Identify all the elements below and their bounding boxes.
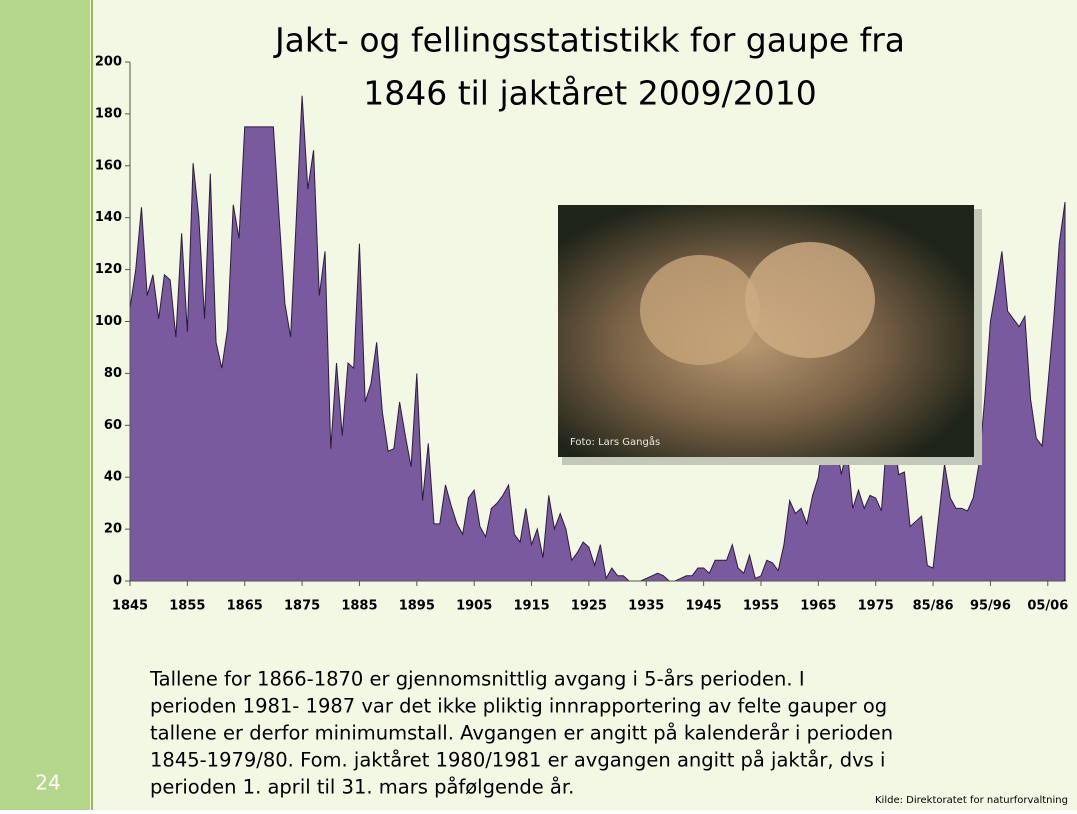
- x-tick-label: 1965: [800, 599, 836, 614]
- y-tick-label: 160: [95, 158, 122, 173]
- note-line: tallene er derfor minimumstall. Avgangen…: [150, 722, 893, 745]
- y-tick-label: 0: [113, 574, 122, 589]
- note-line: perioden 1981- 1987 var det ikke pliktig…: [150, 695, 887, 718]
- photo: Foto: Lars Gangås: [558, 205, 982, 465]
- chart-title: Jakt- og fellingsstatistikk for gaupe fr…: [273, 21, 905, 60]
- y-tick-label: 100: [95, 314, 122, 329]
- x-tick-label: 1925: [571, 599, 607, 614]
- y-tick-label: 60: [104, 418, 122, 433]
- x-tick-label: 1885: [341, 599, 377, 614]
- y-tick-label: 200: [95, 55, 122, 70]
- slide-number: 24: [35, 771, 60, 795]
- x-tick-label: 95/96: [970, 599, 1011, 614]
- y-tick-label: 40: [104, 470, 122, 485]
- photo-credit: Foto: Lars Gangås: [570, 435, 660, 448]
- x-tick-label: 1935: [628, 599, 664, 614]
- y-tick-label: 120: [95, 262, 122, 277]
- source: Kilde: Direktoratet for naturforvaltning: [875, 795, 1068, 806]
- x-tick-label: 1895: [399, 599, 435, 614]
- x-tick-label: 1975: [858, 599, 894, 614]
- y-tick-label: 80: [104, 366, 122, 381]
- note-line: Tallene for 1866-1870 er gjennomsnittlig…: [149, 668, 805, 691]
- y-tick-label: 180: [95, 106, 122, 121]
- y-tick-label: 20: [104, 522, 122, 537]
- x-tick-label: 1865: [227, 599, 263, 614]
- x-tick-label: 85/86: [913, 599, 954, 614]
- sidebar: [0, 0, 90, 810]
- x-tick-label: 1845: [112, 599, 148, 614]
- x-tick-label: 1945: [686, 599, 722, 614]
- note-line: 1845-1979/80. Fom. jaktåret 1980/1981 er…: [150, 749, 885, 772]
- photo-lynx: [640, 255, 760, 365]
- x-tick-label: 1915: [513, 599, 549, 614]
- note-line: perioden 1. april til 31. mars påfølgend…: [150, 776, 574, 799]
- x-tick-label: 1855: [169, 599, 205, 614]
- chart-title: 1846 til jaktåret 2009/2010: [363, 74, 817, 113]
- x-tick-label: 1905: [456, 599, 492, 614]
- photo-lynx: [745, 242, 875, 358]
- y-tick-label: 140: [95, 210, 122, 225]
- x-tick-label: 05/06: [1027, 599, 1068, 614]
- x-tick-label: 1875: [284, 599, 320, 614]
- x-tick-label: 1955: [743, 599, 779, 614]
